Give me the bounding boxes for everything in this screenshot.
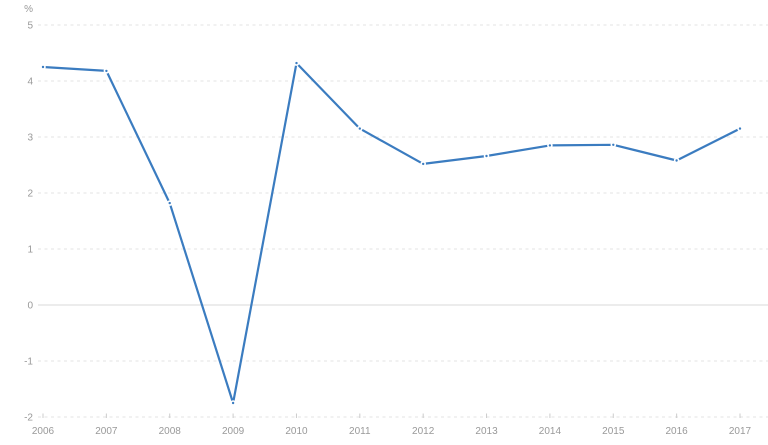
y-axis-tick-label: -2 — [24, 413, 33, 424]
x-axis-tick-label: 2006 — [32, 426, 55, 437]
x-axis-tick-label: 2010 — [285, 426, 308, 437]
data-point-marker[interactable] — [103, 68, 110, 74]
data-point-marker[interactable] — [293, 60, 300, 66]
y-axis-unit-label: % — [24, 4, 33, 15]
data-point-marker[interactable] — [40, 64, 46, 70]
x-axis-tick-label: 2008 — [159, 426, 182, 437]
y-axis-tick-label: -1 — [24, 357, 33, 368]
y-axis-tick-label: 2 — [27, 189, 33, 200]
x-axis-tick-label: 2014 — [539, 426, 562, 437]
data-point-marker[interactable] — [673, 157, 680, 164]
data-point-marker[interactable] — [230, 400, 236, 406]
data-point-marker[interactable] — [420, 161, 427, 167]
data-point-marker[interactable] — [483, 153, 490, 159]
y-axis-tick-label: 3 — [27, 133, 33, 144]
x-axis-tick-label: 2012 — [412, 426, 435, 437]
data-line — [41, 62, 742, 405]
x-axis-tick-label: 2009 — [222, 426, 245, 437]
data-point-marker[interactable] — [737, 125, 743, 132]
y-axis-tick-label: 0 — [27, 301, 33, 312]
data-point-marker[interactable] — [610, 142, 617, 148]
x-axis-tick-label: 2015 — [602, 426, 625, 437]
data-point-marker[interactable] — [547, 142, 553, 149]
x-axis-tick-label: 2016 — [666, 426, 689, 437]
y-axis-tick-label: 4 — [27, 77, 33, 88]
x-axis-tick-label: 2017 — [729, 426, 752, 437]
y-axis-tick-label: 5 — [27, 21, 33, 32]
y-axis-tick-label: 1 — [27, 245, 33, 256]
x-axis-tick-label: 2011 — [349, 426, 371, 437]
data-point-marker[interactable] — [356, 125, 363, 132]
x-axis-tick-label: 2007 — [95, 426, 118, 437]
data-point-marker[interactable] — [166, 200, 173, 206]
x-axis-tick-label: 2013 — [475, 426, 498, 437]
